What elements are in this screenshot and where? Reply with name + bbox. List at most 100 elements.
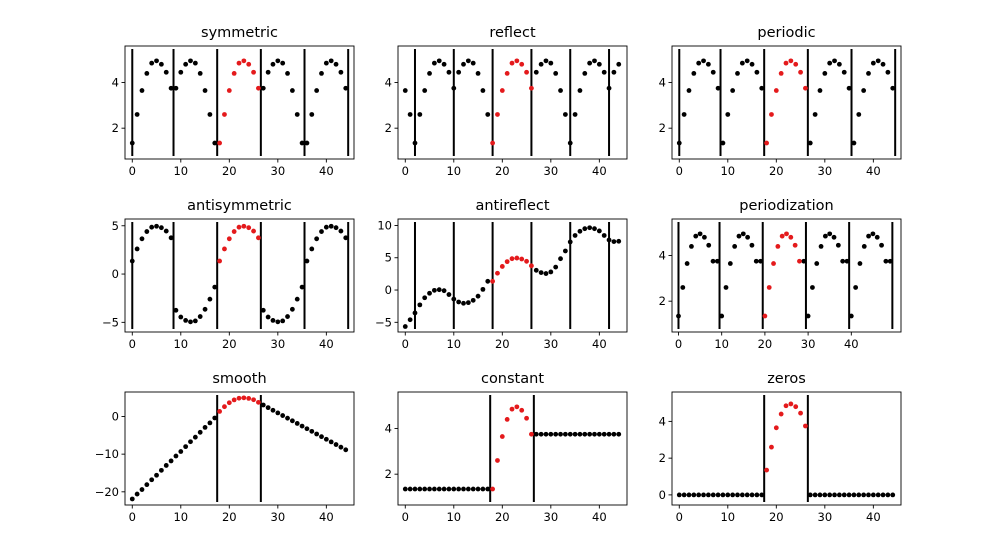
signal-point bbox=[231, 397, 237, 403]
extension-point bbox=[456, 486, 462, 492]
extension-point bbox=[427, 70, 432, 76]
extension-point bbox=[149, 224, 155, 230]
extension-point bbox=[197, 70, 203, 76]
signal-point bbox=[217, 258, 223, 264]
extension-point bbox=[543, 58, 549, 64]
extension-point bbox=[402, 324, 408, 329]
extension-point bbox=[338, 228, 344, 234]
extension-point bbox=[885, 492, 891, 498]
y-tick-label: −10 bbox=[95, 447, 119, 461]
extension-point bbox=[676, 140, 682, 146]
extension-point bbox=[710, 258, 716, 264]
x-tick-label: 30 bbox=[818, 164, 833, 178]
signal-point bbox=[784, 231, 789, 237]
extension-point bbox=[149, 477, 155, 483]
extension-point bbox=[275, 58, 281, 64]
extension-point bbox=[696, 492, 702, 498]
extension-point bbox=[422, 88, 428, 93]
extension-point bbox=[883, 258, 889, 264]
extension-point bbox=[681, 492, 687, 498]
extension-point bbox=[730, 492, 736, 498]
signal-point bbox=[246, 225, 252, 231]
extension-point bbox=[543, 271, 549, 276]
extension-point bbox=[807, 492, 813, 498]
signal-point bbox=[766, 285, 772, 290]
extension-point bbox=[730, 88, 736, 93]
extension-point bbox=[861, 492, 867, 498]
extension-point bbox=[163, 463, 169, 468]
extension-point bbox=[553, 264, 559, 270]
extension-point bbox=[805, 313, 811, 319]
extension-point bbox=[129, 140, 135, 146]
extension-point bbox=[470, 486, 476, 492]
extension-point bbox=[548, 431, 554, 437]
extension-point bbox=[715, 85, 721, 91]
extension-point bbox=[402, 486, 408, 492]
extension-point bbox=[212, 140, 218, 146]
extension-point bbox=[870, 231, 876, 237]
extension-point bbox=[749, 242, 755, 248]
subplot-title: antireflect bbox=[475, 198, 549, 214]
subplot-title: constant bbox=[481, 371, 544, 387]
extension-point bbox=[538, 431, 544, 437]
extension-point bbox=[304, 140, 310, 146]
signal-point bbox=[241, 395, 247, 401]
extension-point bbox=[596, 228, 602, 234]
extension-point bbox=[144, 70, 150, 76]
subplot-symmetric: symmetric 0 10 20 30 40 2 4 bbox=[112, 25, 355, 178]
extension-point bbox=[725, 112, 731, 117]
signal-point bbox=[778, 411, 784, 417]
x-tick-label: 20 bbox=[769, 510, 784, 524]
extension-point bbox=[270, 318, 276, 323]
extension-point bbox=[197, 429, 203, 435]
extension-point bbox=[880, 61, 886, 67]
extension-point bbox=[461, 486, 466, 492]
y-tick-label: 4 bbox=[385, 76, 392, 90]
extension-point bbox=[441, 486, 447, 492]
signal-point bbox=[231, 70, 237, 76]
signal-point bbox=[524, 415, 529, 421]
extension-point bbox=[836, 61, 842, 67]
extension-point bbox=[456, 69, 462, 75]
extension-point bbox=[328, 223, 334, 229]
extension-point bbox=[280, 318, 286, 324]
extension-point bbox=[606, 85, 612, 91]
extension-point bbox=[275, 319, 281, 325]
extension-point bbox=[265, 69, 271, 75]
signal-point bbox=[251, 69, 256, 75]
extension-point bbox=[705, 492, 711, 498]
extension-point bbox=[192, 60, 198, 66]
extension-point bbox=[285, 314, 290, 319]
extension-point bbox=[289, 418, 295, 424]
axes-frame bbox=[124, 45, 355, 160]
extension-point bbox=[587, 431, 593, 437]
extension-point bbox=[846, 492, 852, 498]
extension-point bbox=[706, 242, 712, 248]
extension-point bbox=[691, 492, 697, 498]
extension-point bbox=[461, 300, 466, 306]
extension-point bbox=[548, 60, 554, 66]
y-tick-label: 2 bbox=[385, 121, 392, 135]
extension-point bbox=[309, 112, 315, 117]
extension-point bbox=[596, 431, 602, 437]
extension-point bbox=[139, 88, 145, 93]
extension-point bbox=[431, 486, 437, 492]
signal-point bbox=[803, 423, 808, 429]
extension-point bbox=[154, 58, 159, 64]
x-tick-label: 10 bbox=[173, 510, 188, 524]
signal-point bbox=[793, 404, 799, 410]
extension-point bbox=[417, 302, 423, 308]
x-tick-label: 40 bbox=[866, 164, 881, 178]
extension-point bbox=[188, 58, 193, 64]
extension-point bbox=[158, 61, 164, 67]
x-tick-label: 10 bbox=[173, 164, 188, 178]
extension-point bbox=[758, 258, 763, 264]
extension-point bbox=[831, 234, 837, 240]
signal-point bbox=[226, 236, 232, 242]
extension-point bbox=[446, 292, 452, 297]
extension-point bbox=[857, 261, 863, 266]
y-tick-label: 4 bbox=[112, 76, 119, 90]
extension-point bbox=[572, 431, 578, 437]
extension-point bbox=[402, 88, 408, 93]
extension-point bbox=[299, 140, 305, 146]
